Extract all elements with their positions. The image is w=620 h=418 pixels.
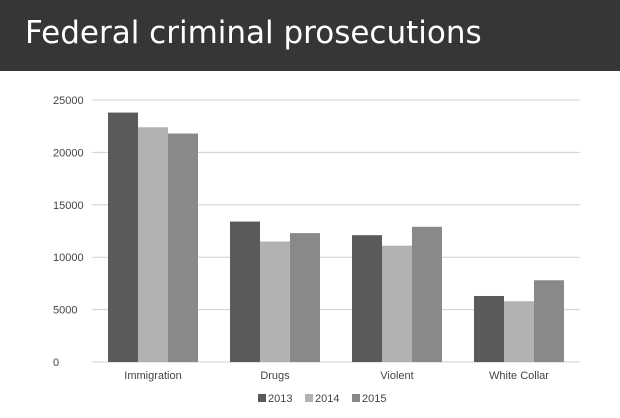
bar-2014-violent xyxy=(382,245,412,362)
y-tick-label: 5000 xyxy=(53,305,77,317)
x-tick-label: White Collar xyxy=(489,370,549,382)
y-tick-label: 15000 xyxy=(53,200,84,212)
y-tick-label: 25000 xyxy=(53,95,84,107)
legend-label: 2014 xyxy=(315,393,339,405)
legend-label: 2013 xyxy=(268,393,292,405)
bar-2014-drugs xyxy=(260,241,290,362)
y-tick-label: 0 xyxy=(53,357,59,369)
bar-2013-drugs xyxy=(230,221,260,362)
bar-2015-white-collar xyxy=(534,280,564,362)
legend-swatch xyxy=(352,394,360,402)
bar-2015-violent xyxy=(412,226,442,362)
bar-2015-immigration xyxy=(168,133,198,362)
x-tick-label: Immigration xyxy=(124,370,181,382)
bar-2013-white-collar xyxy=(474,295,504,362)
title-bar: Federal criminal prosecutions xyxy=(0,0,620,71)
slide-title: Federal criminal prosecutions xyxy=(25,15,482,51)
y-tick-label: 10000 xyxy=(53,252,84,264)
legend-swatch xyxy=(305,394,313,402)
bar-2015-drugs xyxy=(290,233,320,362)
bar-2013-violent xyxy=(352,235,382,362)
legend-swatch xyxy=(258,394,266,402)
y-tick-label: 20000 xyxy=(53,147,84,159)
x-tick-label: Drugs xyxy=(260,370,290,382)
bar-2014-white-collar xyxy=(504,301,534,362)
bar-2014-immigration xyxy=(138,127,168,362)
bar-2013-immigration xyxy=(108,112,138,363)
legend-label: 2015 xyxy=(362,393,386,405)
x-tick-label: Violent xyxy=(380,370,413,382)
